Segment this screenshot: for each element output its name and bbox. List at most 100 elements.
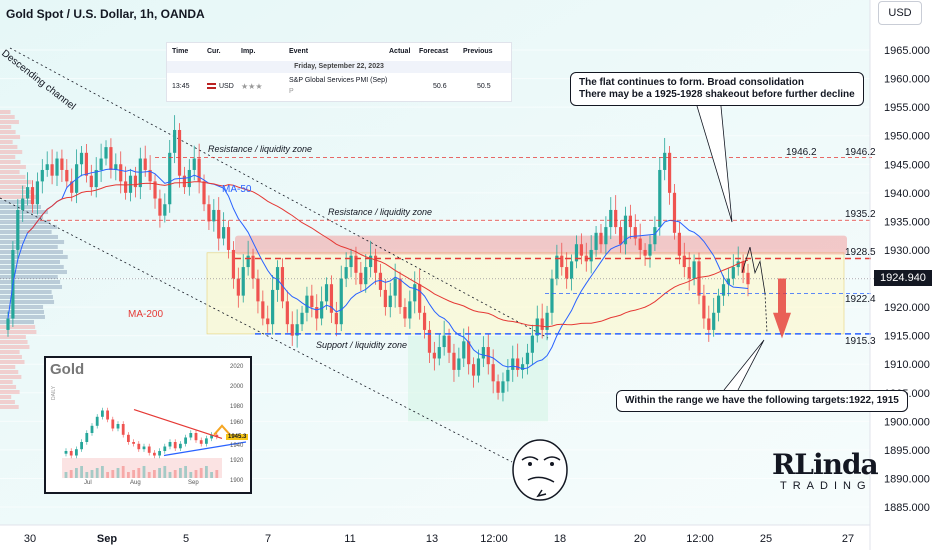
time-tick-label: 7 [265, 533, 271, 545]
volume-bar [0, 130, 16, 134]
volume-bar [0, 215, 44, 219]
candle-body [300, 312, 304, 325]
candle-body [736, 261, 740, 268]
candle-body [712, 312, 716, 330]
candle-body [124, 181, 128, 193]
cal-header-imp: Imp. [241, 48, 256, 55]
volume-bar [0, 300, 55, 304]
levels [0, 156, 874, 335]
candle-body [638, 238, 642, 250]
time-tick-label: 25 [760, 533, 772, 545]
inset-candle-body [142, 446, 146, 450]
price-tick-label: 1940.000 [884, 188, 930, 200]
volume-profile [0, 110, 68, 409]
candle-body [467, 341, 471, 365]
candle-body [40, 169, 44, 182]
cal-previous: 50.5 [477, 83, 491, 90]
candle-body [383, 289, 387, 308]
candle-body [334, 312, 338, 325]
candle-body [104, 147, 108, 159]
time-tick-label: 12:00 [480, 533, 508, 545]
candle-body [496, 381, 500, 393]
candle-body [256, 278, 260, 302]
moving-averages [7, 168, 749, 370]
ma50-line [7, 168, 749, 370]
candle-body [422, 312, 427, 330]
inset-candle-body [69, 451, 73, 456]
inset-candle-body [75, 449, 78, 456]
inset-candle-body [80, 442, 83, 450]
candle-body [261, 301, 265, 319]
candle-body [16, 209, 20, 250]
inset-volume-bar [95, 468, 99, 478]
inset-price-tag: 1945.3 [226, 434, 249, 440]
inset-candle-body [147, 446, 151, 453]
callout-pointer-bottom [723, 339, 765, 391]
candle-body [408, 301, 412, 319]
candle-body [378, 272, 383, 290]
candle-body [84, 152, 89, 176]
ma50-label: MA-50 [222, 184, 252, 195]
candle-body [305, 295, 309, 313]
candle-body [643, 249, 647, 256]
inset-volume-bar [80, 466, 83, 478]
inset-volume-bar [153, 470, 156, 478]
candle-body [369, 255, 373, 268]
economic-calendar: Time Cur. Imp. Event Actual Forecast Pre… [166, 42, 512, 102]
candle-body [403, 307, 407, 319]
down-arrow-icon [773, 278, 791, 339]
currency-button[interactable]: USD [878, 1, 922, 25]
candle-body [481, 347, 485, 359]
volume-bar [0, 325, 36, 329]
inset-y-1920: 1920 [230, 458, 244, 464]
candle-body [672, 192, 677, 233]
candle-body [26, 187, 30, 199]
candle-body [677, 232, 681, 256]
candle-body [168, 152, 172, 205]
callout-pointer-top [693, 95, 733, 223]
inset-volume-bar [111, 470, 115, 478]
ma200-label: MA-200 [128, 309, 164, 320]
cal-currency: USD [219, 83, 234, 90]
volume-bar [0, 255, 68, 259]
candle-body [251, 255, 255, 279]
candle-body [50, 164, 54, 176]
candle-body [663, 152, 667, 170]
price-tick-label: 1945.000 [884, 159, 930, 171]
candle-body [687, 267, 691, 279]
candle-body [177, 129, 182, 176]
inset-volume-bar [158, 468, 161, 478]
inset-y-1900: 1900 [230, 478, 244, 484]
inset-volume-bar [90, 470, 94, 478]
candle-body [550, 278, 554, 313]
candle-body [236, 278, 240, 296]
inset-candle-body [127, 434, 130, 442]
inset-volume-bar [168, 472, 172, 478]
candle-body [246, 255, 250, 268]
importance-stars-icon: ★★★ [241, 82, 263, 91]
time-axis[interactable]: 30 Sep 5 7 11 13 12:00 18 20 12:00 25 27 [24, 533, 854, 545]
inset-candle-body [168, 442, 172, 447]
candle-body [320, 301, 324, 319]
us-flag-icon [207, 83, 216, 89]
candle-body [99, 158, 103, 170]
candle-body [280, 267, 285, 302]
candle-body [271, 289, 275, 325]
candle-body [707, 318, 711, 330]
price-axis[interactable]: 1965.000 1960.000 1955.000 1950.000 1945.000… [884, 45, 930, 514]
price-tick-label: 1885.000 [884, 502, 930, 514]
volume-bar [0, 345, 30, 349]
candle-body [45, 164, 49, 170]
ma200-line [27, 181, 749, 328]
candle-body [501, 381, 505, 393]
inset-candle-body [132, 442, 135, 444]
volume-bar [0, 250, 63, 254]
candle-body [212, 209, 216, 222]
candle-body [667, 152, 672, 193]
price-tick-label: 1955.000 [884, 102, 930, 114]
candle-body [726, 278, 730, 285]
volume-bar [0, 375, 22, 379]
cal-header-previous: Previous [463, 48, 493, 55]
price-tick-label: 1900.000 [884, 416, 930, 428]
